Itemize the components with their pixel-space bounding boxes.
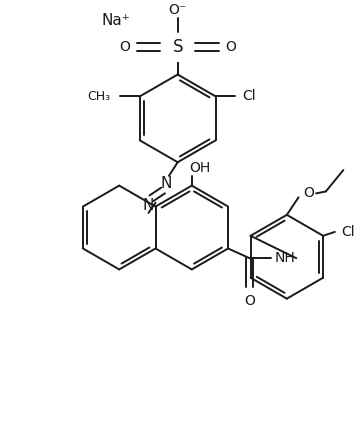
Text: Na⁺: Na⁺ xyxy=(102,13,131,29)
Text: O: O xyxy=(303,186,314,200)
Text: N: N xyxy=(143,197,154,213)
Text: CH₃: CH₃ xyxy=(87,90,111,103)
Text: N: N xyxy=(160,176,172,191)
Text: Cl: Cl xyxy=(342,225,355,239)
Text: O⁻: O⁻ xyxy=(168,3,187,17)
Text: O: O xyxy=(225,40,236,54)
Text: OH: OH xyxy=(189,161,210,175)
Text: O: O xyxy=(120,40,131,54)
Text: Cl: Cl xyxy=(242,90,256,103)
Text: O: O xyxy=(244,294,255,308)
Text: NH: NH xyxy=(274,251,295,265)
Text: S: S xyxy=(172,38,183,56)
